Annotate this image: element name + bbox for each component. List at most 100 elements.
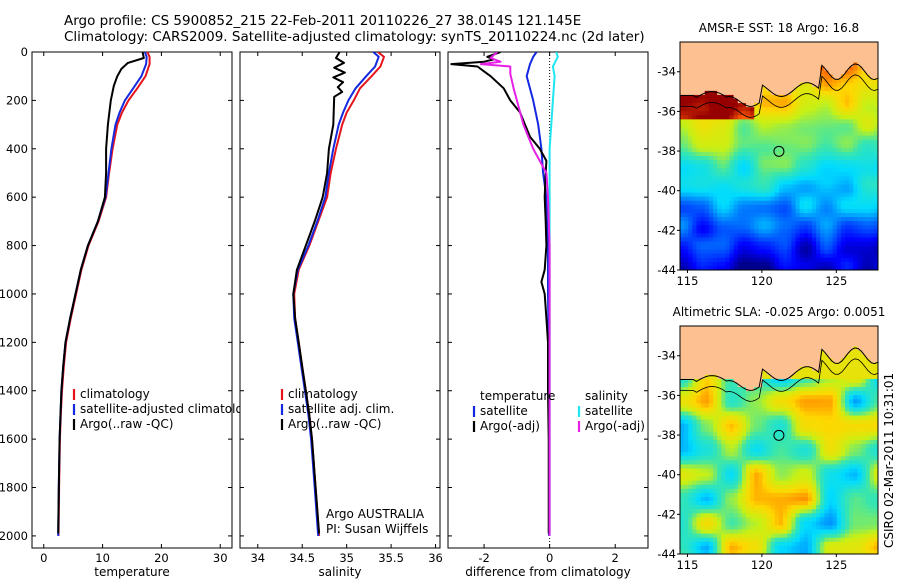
sst-map-cell bbox=[737, 151, 743, 157]
sst-map-cell bbox=[865, 90, 871, 96]
sst-map-cell bbox=[873, 204, 879, 210]
sst-map-cell bbox=[774, 208, 780, 214]
sla-map-cell bbox=[783, 472, 788, 478]
sla-map-cell bbox=[783, 391, 788, 396]
sla-map-cell bbox=[849, 480, 854, 486]
sst-map-cell bbox=[729, 99, 735, 104]
sst-map-cell bbox=[692, 147, 697, 153]
sst-map-cell bbox=[770, 111, 776, 116]
sst-map-cell bbox=[713, 50, 718, 55]
sst-map-cell bbox=[799, 180, 805, 185]
sla-map-cell bbox=[762, 484, 768, 490]
sst-map-cell bbox=[861, 229, 867, 234]
sla-map-cell bbox=[840, 374, 846, 380]
sla-map-cell bbox=[688, 387, 693, 392]
sla-map-cell bbox=[688, 484, 693, 490]
sst-map-cell bbox=[725, 245, 730, 251]
sla-map-cell bbox=[840, 378, 846, 384]
sst-map-cell bbox=[680, 265, 685, 271]
sst-map-cell bbox=[803, 249, 809, 255]
sst-map-cell bbox=[725, 221, 730, 226]
sla-map-cell bbox=[795, 362, 801, 368]
sla-map-cell bbox=[795, 497, 801, 502]
sla-map-cell bbox=[836, 464, 842, 469]
sst-map-cell bbox=[807, 135, 813, 141]
sla-map-cell bbox=[873, 358, 879, 364]
sst-map-cell bbox=[779, 192, 784, 198]
sst-map-cell bbox=[836, 143, 842, 149]
sst-map-cell bbox=[807, 54, 813, 59]
sla-map-cell bbox=[754, 334, 759, 339]
sla-map-cell bbox=[824, 480, 829, 486]
sla-map-cell bbox=[845, 488, 850, 494]
sst-map-cell bbox=[799, 151, 805, 157]
sla-map-cell bbox=[787, 444, 792, 449]
sla-map-cell bbox=[836, 383, 842, 388]
sst-map-cell bbox=[746, 229, 751, 234]
sst-map-cell bbox=[721, 265, 726, 271]
sla-map-cell bbox=[696, 391, 702, 396]
sla-map-cell bbox=[869, 391, 875, 396]
sst-map-cell bbox=[812, 86, 817, 92]
sla-map-cell bbox=[680, 501, 685, 506]
sla-map-cell bbox=[828, 444, 834, 449]
sst-map-cell bbox=[807, 261, 813, 267]
sla-map-cell bbox=[816, 346, 821, 351]
sst-map-cell bbox=[708, 123, 714, 128]
sla-map-cell bbox=[803, 358, 809, 364]
sst-map-cell bbox=[680, 225, 685, 230]
sst-map-cell bbox=[820, 217, 825, 222]
sla-map-cell bbox=[692, 362, 697, 368]
sst-map-cell bbox=[774, 172, 780, 177]
sla-map-cell bbox=[758, 444, 763, 449]
sst-map-cell bbox=[704, 176, 710, 181]
sla-map-cell bbox=[783, 350, 788, 355]
sla-map-cell bbox=[836, 488, 842, 494]
sst-map-cell bbox=[754, 58, 759, 63]
sst-map-cell bbox=[750, 50, 755, 55]
sst-map-cell bbox=[812, 127, 817, 132]
sla-map-cell bbox=[766, 330, 772, 335]
sla-map-cell bbox=[853, 383, 858, 388]
sla-map-cell bbox=[873, 350, 879, 355]
sst-map-cell bbox=[832, 192, 838, 198]
sst-map-cell bbox=[766, 82, 772, 88]
sst-map-cell bbox=[812, 74, 817, 80]
sla-map-cell bbox=[795, 399, 801, 404]
sla-map-cell bbox=[700, 362, 706, 368]
sst-map-cell bbox=[779, 54, 784, 59]
sla-map-cell bbox=[717, 497, 722, 502]
sst-map-cell bbox=[857, 139, 862, 145]
sst-map-cell bbox=[700, 107, 706, 112]
sst-map-cell bbox=[840, 62, 846, 67]
sla-map-cell bbox=[783, 476, 788, 482]
sla-map-cell bbox=[849, 342, 854, 347]
sst-map-cell bbox=[762, 249, 768, 255]
sla-map-cell bbox=[766, 440, 772, 445]
sst-map-cell bbox=[820, 164, 825, 169]
sla-map-cell bbox=[688, 444, 693, 449]
sst-map-cell bbox=[717, 257, 722, 263]
sst-map-cell bbox=[680, 135, 685, 141]
sst-map-cell bbox=[758, 164, 763, 169]
sst-map-cell bbox=[799, 237, 805, 242]
sla-map-cell bbox=[766, 374, 772, 380]
sst-map-cell bbox=[700, 111, 706, 116]
sst-map-cell bbox=[737, 261, 743, 267]
sst-map-cell bbox=[803, 180, 809, 185]
sla-map-cell bbox=[688, 374, 693, 380]
sst-map-cell bbox=[713, 253, 718, 259]
sla-map-cell bbox=[824, 374, 829, 380]
sla-map-cell bbox=[853, 444, 858, 449]
sst-map-cell bbox=[828, 62, 834, 67]
sla-map-cell bbox=[849, 427, 854, 433]
sst-map-cell bbox=[684, 208, 689, 214]
sla-map-cell bbox=[721, 435, 726, 441]
sst-map-cell bbox=[828, 168, 834, 173]
sla-map-cell bbox=[713, 484, 718, 490]
sst-map-cell bbox=[725, 192, 730, 198]
sst-map-cell bbox=[708, 42, 714, 47]
sla-map-cell bbox=[708, 427, 714, 433]
sla-map-cell bbox=[729, 497, 735, 502]
sla-map-cell bbox=[799, 501, 805, 506]
